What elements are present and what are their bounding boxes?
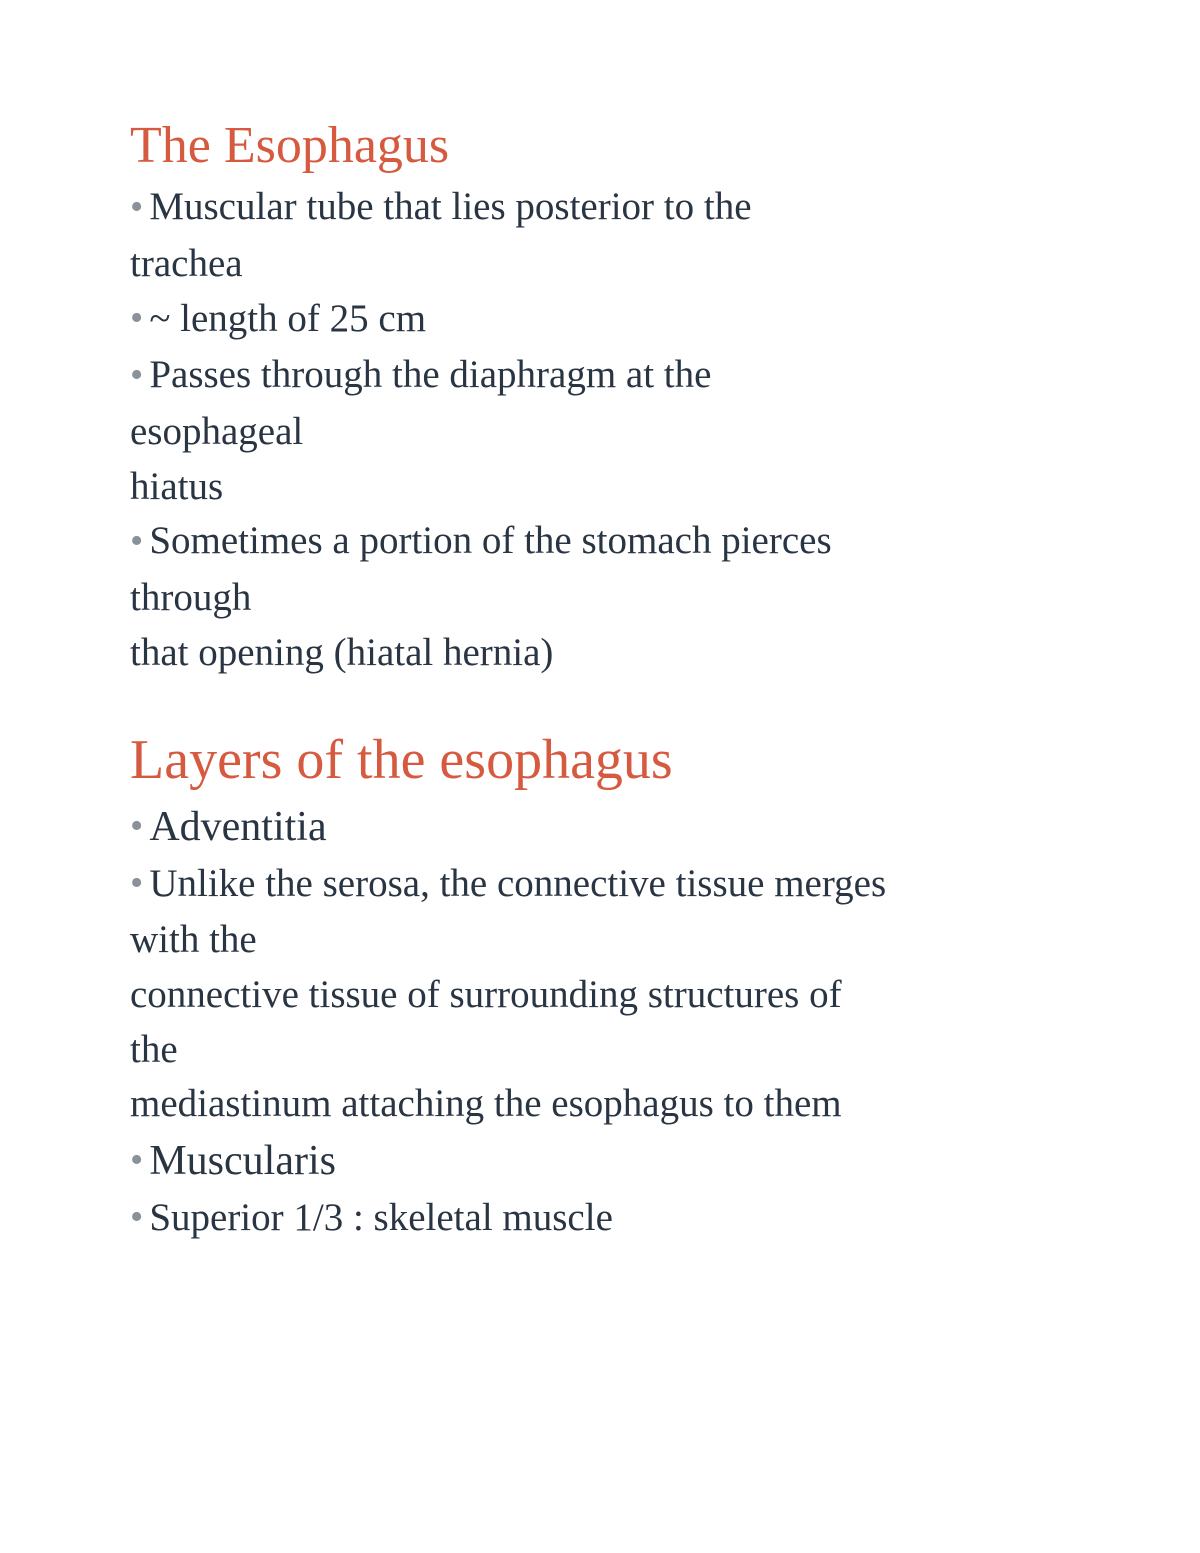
text-line: the bbox=[130, 1024, 1070, 1077]
line-text: trachea bbox=[130, 242, 243, 285]
text-line: connective tissue of surrounding structu… bbox=[130, 969, 1070, 1022]
bullet-icon bbox=[130, 858, 143, 909]
text-line: with the bbox=[130, 914, 1070, 967]
line-text: connective tissue of surrounding structu… bbox=[130, 973, 842, 1016]
line-text: Muscularis bbox=[149, 1138, 336, 1184]
line-text: Passes through the diaphragm at the bbox=[149, 353, 711, 396]
text-line: Muscularis bbox=[130, 1133, 1070, 1190]
line-text: Muscular tube that lies posterior to the bbox=[149, 185, 751, 228]
text-line: esophageal bbox=[130, 406, 1070, 459]
text-line: trachea bbox=[130, 238, 1070, 291]
text-line: Muscular tube that lies posterior to the bbox=[130, 181, 1070, 236]
document-content: The Esophagus Muscular tube that lies po… bbox=[130, 115, 1070, 1246]
line-text: with the bbox=[130, 918, 257, 961]
line-text: mediastinum attaching the esophagus to t… bbox=[130, 1082, 842, 1125]
bullet-icon bbox=[130, 350, 143, 401]
text-line: Sometimes a portion of the stomach pierc… bbox=[130, 515, 1070, 570]
line-text: Unlike the serosa, the connective tissue… bbox=[149, 862, 886, 905]
text-line: Adventitia bbox=[130, 799, 1070, 856]
section-heading-2: Layers of the esophagus bbox=[130, 727, 1070, 794]
bullet-icon bbox=[130, 516, 143, 567]
bullet-icon bbox=[130, 1192, 143, 1243]
text-line: hiatus bbox=[130, 461, 1070, 514]
text-line: Superior 1/3 : skeletal muscle bbox=[130, 1192, 1070, 1247]
line-text: hiatus bbox=[130, 465, 223, 508]
text-line: ~ length of 25 cm bbox=[130, 293, 1070, 348]
line-text: esophageal bbox=[130, 410, 303, 453]
bullet-icon bbox=[130, 182, 143, 233]
text-line: Passes through the diaphragm at the bbox=[130, 349, 1070, 404]
line-text: the bbox=[130, 1028, 178, 1071]
line-text: Superior 1/3 : skeletal muscle bbox=[149, 1196, 613, 1239]
line-text: Adventitia bbox=[149, 804, 326, 850]
text-line: that opening (hiatal hernia) bbox=[130, 627, 1070, 680]
text-line: Unlike the serosa, the connective tissue… bbox=[130, 858, 1070, 913]
bullet-icon bbox=[130, 1135, 143, 1186]
text-line: through bbox=[130, 572, 1070, 625]
section-heading-1: The Esophagus bbox=[130, 115, 1070, 177]
line-text: through bbox=[130, 576, 251, 619]
bullet-icon bbox=[130, 293, 143, 344]
line-text: that opening (hiatal hernia) bbox=[130, 631, 553, 674]
line-text: ~ length of 25 cm bbox=[149, 297, 426, 340]
bullet-icon bbox=[130, 801, 143, 852]
line-text: Sometimes a portion of the stomach pierc… bbox=[149, 519, 831, 562]
text-line: mediastinum attaching the esophagus to t… bbox=[130, 1078, 1070, 1131]
